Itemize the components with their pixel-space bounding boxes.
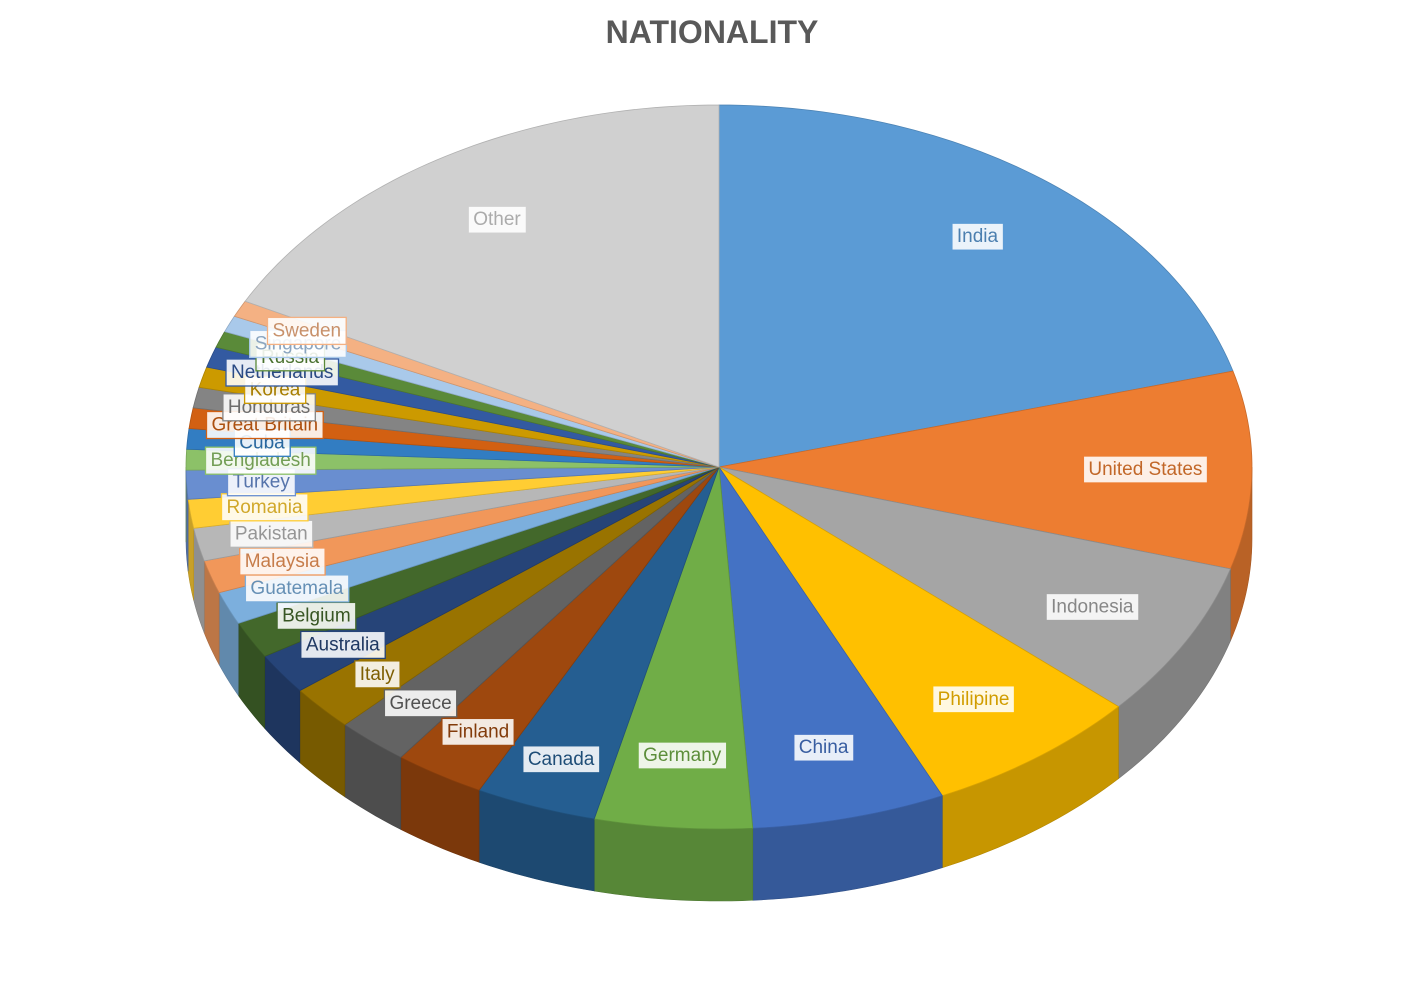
slice-finland xyxy=(400,466,720,791)
data-label-box xyxy=(239,547,326,576)
data-label-guatemala: Guatemala xyxy=(244,574,350,603)
data-label-text: Pakistan xyxy=(235,523,308,544)
data-label-text: Romania xyxy=(226,497,302,518)
slice-indonesia xyxy=(718,466,1232,708)
data-label-box xyxy=(266,316,347,346)
pie-sides xyxy=(185,466,1253,902)
data-label-text: Australia xyxy=(306,634,380,655)
data-label-box xyxy=(383,689,458,718)
data-label-romania: Romania xyxy=(220,493,309,522)
data-label-box xyxy=(793,733,855,762)
data-label-philipine: Philipine xyxy=(932,685,1016,714)
data-label-belgium: Belgium xyxy=(276,601,357,631)
slice-germany xyxy=(593,466,754,830)
data-label-indonesia: Indonesia xyxy=(1045,592,1140,622)
data-label-text: China xyxy=(799,737,849,758)
pie-labels: India United States Indonesia Philipine Chin… xyxy=(204,205,1209,774)
slice-philipine xyxy=(718,466,1120,797)
data-label-text: Canada xyxy=(528,749,595,770)
data-label-text: Philipine xyxy=(938,689,1010,710)
slice-canada xyxy=(478,466,720,820)
data-label-australia: Australia xyxy=(300,630,386,660)
data-label-text: Greece xyxy=(389,693,451,714)
slice-united-states xyxy=(718,370,1253,570)
data-label-finland: Finland xyxy=(441,717,515,747)
data-label-china: China xyxy=(793,733,855,762)
slice-pakistan xyxy=(193,466,720,562)
chart-title: NATIONALITY xyxy=(605,14,819,50)
data-label-box xyxy=(951,222,1005,251)
slice-italy xyxy=(299,466,720,726)
data-label-other: Other xyxy=(467,205,528,234)
data-label-text: Italy xyxy=(360,664,395,685)
slice-china xyxy=(718,466,943,829)
data-label-box xyxy=(276,601,357,631)
data-label-germany: Germany xyxy=(637,741,728,770)
data-label-italy: Italy xyxy=(354,660,401,689)
slice-other xyxy=(244,104,720,468)
data-label-text: Other xyxy=(473,209,521,230)
data-label-text: Finland xyxy=(447,721,509,742)
data-label-greece: Greece xyxy=(383,689,458,718)
data-label-box xyxy=(637,741,728,770)
data-label-text: Belgium xyxy=(282,605,351,626)
data-label-united-states: United States xyxy=(1082,455,1209,484)
data-label-malaysia: Malaysia xyxy=(239,547,326,576)
slice-belgium xyxy=(237,466,720,657)
data-label-box xyxy=(244,574,350,603)
data-label-sweden: Sweden xyxy=(266,316,347,346)
data-label-text: United States xyxy=(1088,459,1202,480)
data-label-text: Turkey xyxy=(233,472,291,493)
data-label-text: Guatemala xyxy=(250,578,343,599)
slice-side-germany xyxy=(593,818,754,902)
data-label-box xyxy=(1082,455,1209,484)
data-label-text: Indonesia xyxy=(1051,597,1134,618)
data-label-india: India xyxy=(951,222,1005,251)
data-label-box xyxy=(441,717,515,747)
slice-india xyxy=(718,104,1234,468)
data-label-text: Malaysia xyxy=(245,551,320,572)
data-label-text: Sweden xyxy=(272,320,341,341)
data-label-box xyxy=(300,630,386,660)
data-label-text: Germany xyxy=(643,745,722,766)
slice-greece xyxy=(344,466,720,758)
data-label-box xyxy=(354,660,401,689)
data-label-canada: Canada xyxy=(522,745,601,774)
slice-malaysia xyxy=(203,466,720,594)
data-label-text: India xyxy=(957,226,999,247)
slice-turkey xyxy=(185,466,720,500)
data-label-box xyxy=(467,205,528,234)
data-label-box xyxy=(522,745,601,774)
data-label-pakistan: Pakistan xyxy=(229,519,314,548)
slice-romania xyxy=(187,466,720,529)
data-label-box xyxy=(229,519,314,548)
data-label-box xyxy=(932,685,1016,714)
data-label-box xyxy=(1045,592,1140,622)
